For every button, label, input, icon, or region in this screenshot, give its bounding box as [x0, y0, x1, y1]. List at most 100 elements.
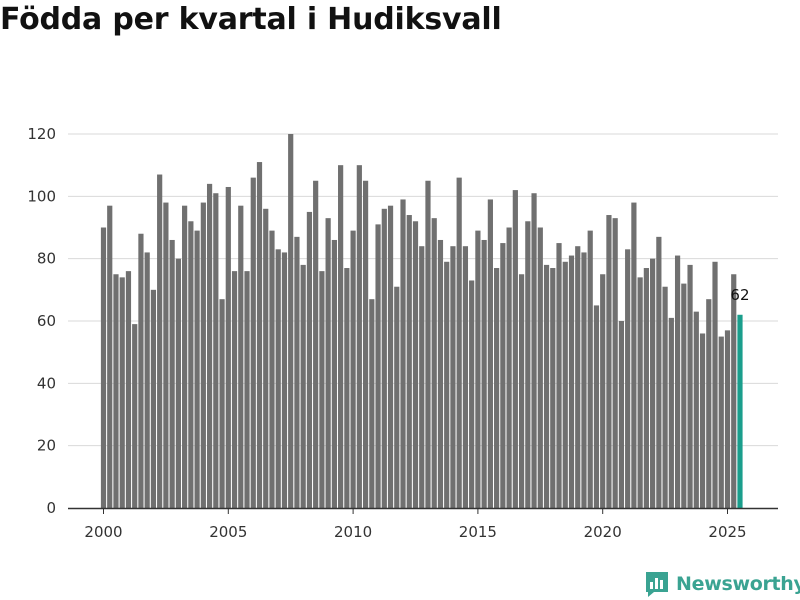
bar-2006-q2: [256, 162, 263, 509]
bar-2010-q3: [362, 180, 369, 508]
bar-2018-q2: [556, 243, 562, 508]
bar-2013-q3: [437, 239, 444, 508]
bar-2004-q4: [219, 299, 225, 508]
bar-2008-q3: [313, 180, 319, 508]
newsworthy-logo-icon: [646, 572, 668, 597]
bar-2010-q4: [369, 299, 375, 508]
bar-2022-q3: [662, 286, 668, 508]
y-tick-label-100: 100: [27, 187, 56, 205]
bar-2015-q1: [475, 230, 481, 508]
y-tick-label-80: 80: [37, 250, 56, 268]
y-tick-label-20: 20: [37, 437, 56, 455]
bar-2023-q2: [681, 283, 687, 508]
bar-2012-q4: [419, 246, 425, 508]
bar-2003-q3: [188, 221, 194, 508]
bar-2001-q1: [125, 271, 132, 508]
bar-2015-q2: [481, 239, 487, 508]
bar-2008-q1: [300, 264, 306, 508]
bar-2005-q3: [238, 205, 244, 508]
bars: [100, 134, 743, 509]
bar-2002-q2: [157, 174, 163, 508]
bar-2004-q1: [200, 202, 206, 508]
bar-2018-q1: [550, 268, 556, 508]
bar-2000-q4: [119, 277, 125, 508]
bar-2005-q4: [244, 271, 250, 508]
last-value-label: 62: [730, 286, 749, 304]
bar-2011-q3: [387, 205, 394, 508]
x-tick-label-2010: 2010: [334, 523, 372, 541]
bar-2002-q4: [169, 239, 175, 508]
y-axis: 0 20 40 60 80 100 120: [27, 125, 56, 517]
x-tick-label-2015: 2015: [459, 523, 497, 541]
bar-2002-q3: [163, 202, 169, 508]
bar-2009-q2: [331, 239, 337, 508]
bar-2006-q1: [250, 177, 256, 508]
bar-2006-q4: [269, 230, 275, 508]
bar-2002-q1: [150, 289, 157, 508]
bar-2017-q1: [525, 221, 531, 508]
bar-2006-q3: [263, 208, 269, 509]
bar-2000-q2: [107, 205, 113, 508]
bar-2013-q4: [444, 261, 450, 508]
bar-2020-q3: [612, 218, 618, 508]
bar-2024-q2: [706, 299, 712, 508]
brand-name: Newsworthy: [676, 573, 800, 595]
bar-2011-q1: [375, 224, 381, 508]
x-tick-label-2000: 2000: [84, 523, 122, 541]
bar-2025-q2: [731, 274, 737, 508]
bar-2018-q4: [568, 255, 575, 508]
x-axis: 2000 2005 2010 2015 2020 2025: [68, 507, 778, 541]
bar-2011-q2: [381, 208, 387, 509]
bar-2012-q1: [400, 199, 406, 508]
bar-2001-q3: [138, 233, 144, 509]
newsworthy-logo[interactable]: Newsworthy: [644, 570, 800, 598]
bar-2001-q2: [132, 324, 138, 508]
bar-2007-q2: [281, 252, 288, 508]
bar-2019-q3: [587, 230, 593, 508]
bar-2021-q2: [631, 202, 637, 508]
bar-2025-q1: [724, 330, 731, 508]
bar-2017-q3: [537, 227, 543, 508]
bar-2022-q2: [656, 236, 662, 508]
x-tick-label-2020: 2020: [584, 523, 622, 541]
bar-2009-q1: [325, 218, 331, 508]
y-tick-label-120: 120: [27, 125, 56, 143]
bar-2021-q3: [637, 277, 643, 508]
chart-title: Födda per kvartal i Hudiksvall: [0, 2, 502, 37]
bar-2007-q1: [275, 249, 281, 508]
bar-2013-q1: [425, 180, 431, 508]
bar-2019-q1: [575, 246, 581, 508]
data-labels: 62: [730, 286, 749, 304]
bar-2007-q4: [294, 236, 300, 508]
bar-2010-q1: [350, 230, 356, 508]
bar-2017-q2: [531, 193, 537, 508]
bar-2023-q3: [687, 264, 693, 508]
bar-2003-q1: [175, 258, 181, 508]
bar-2021-q1: [625, 249, 631, 508]
bar-2003-q4: [194, 230, 200, 508]
bar-2011-q4: [394, 286, 400, 508]
bar-2022-q1: [650, 258, 656, 508]
bar-2004-q3: [213, 193, 219, 508]
bar-2016-q2: [506, 227, 512, 508]
bar-2019-q4: [593, 305, 600, 508]
bar-2024-q1: [699, 333, 706, 508]
bar-2009-q4: [344, 268, 350, 508]
bar-2004-q2: [206, 183, 213, 508]
bar-2020-q2: [606, 215, 612, 508]
y-tick-label-0: 0: [46, 499, 56, 517]
bar-2008-q4: [319, 271, 325, 508]
bar-2014-q1: [450, 246, 456, 508]
bar-2016-q4: [518, 274, 525, 508]
bar-2016-q1: [500, 243, 506, 508]
bar-2020-q1: [600, 274, 606, 508]
bar-2007-q3: [288, 134, 294, 508]
bar-2022-q4: [668, 317, 674, 508]
bar-2017-q4: [543, 264, 550, 508]
bar-2020-q4: [618, 321, 625, 508]
bar-2003-q2: [182, 205, 188, 508]
bar-2023-q1: [674, 255, 681, 508]
bar-2001-q4: [144, 252, 150, 508]
bar-2008-q2: [306, 211, 313, 509]
